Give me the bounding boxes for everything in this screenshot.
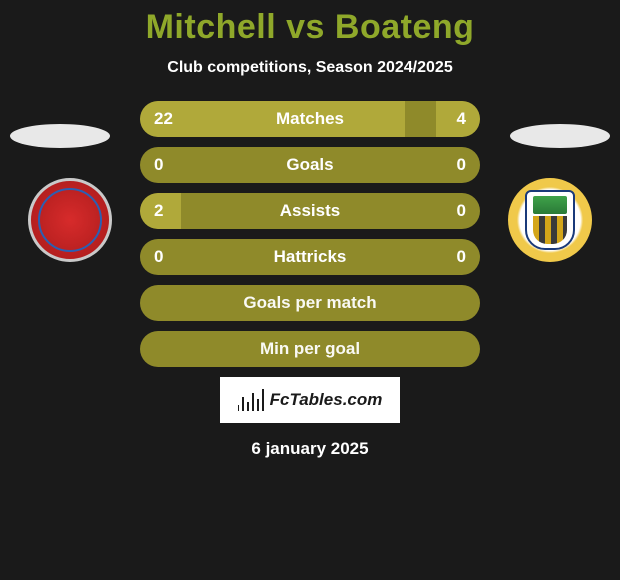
- chart-bars-icon: [238, 389, 264, 411]
- stat-row-mpg: Min per goal: [140, 331, 480, 367]
- stat-value-right: 0: [457, 201, 466, 221]
- stat-value-left: 0: [154, 247, 163, 267]
- stat-label: Hattricks: [274, 247, 347, 267]
- stat-value-left: 0: [154, 155, 163, 175]
- stat-value-left: 2: [154, 201, 163, 221]
- club-badge-right-icon: [508, 178, 592, 262]
- subtitle: Club competitions, Season 2024/2025: [0, 59, 620, 77]
- stat-label: Goals: [286, 155, 333, 175]
- shield-icon: [525, 190, 575, 250]
- stat-label: Assists: [280, 201, 340, 221]
- date-label: 6 january 2025: [0, 439, 620, 459]
- stat-fill-left: [140, 101, 405, 137]
- stat-label: Matches: [276, 109, 344, 129]
- stats-list: 22 Matches 4 0 Goals 0 2 Assists 0 0 Hat…: [140, 101, 480, 367]
- brand-logo[interactable]: FcTables.com: [220, 377, 400, 423]
- stat-row-matches: 22 Matches 4: [140, 101, 480, 137]
- stat-value-right: 0: [457, 247, 466, 267]
- stat-row-assists: 2 Assists 0: [140, 193, 480, 229]
- stat-value-right: 4: [457, 109, 466, 129]
- stat-value-right: 0: [457, 155, 466, 175]
- flag-right-icon: [510, 124, 610, 148]
- page-title: Mitchell vs Boateng: [0, 8, 620, 47]
- stat-label: Goals per match: [243, 293, 376, 313]
- brand-text: FcTables.com: [270, 390, 383, 410]
- flag-left-icon: [10, 124, 110, 148]
- stat-row-gpm: Goals per match: [140, 285, 480, 321]
- comparison-card: Mitchell vs Boateng Club competitions, S…: [0, 0, 620, 580]
- stat-label: Min per goal: [260, 339, 360, 359]
- stat-value-left: 22: [154, 109, 173, 129]
- club-badge-left-icon: [28, 178, 112, 262]
- stat-row-hattricks: 0 Hattricks 0: [140, 239, 480, 275]
- stat-row-goals: 0 Goals 0: [140, 147, 480, 183]
